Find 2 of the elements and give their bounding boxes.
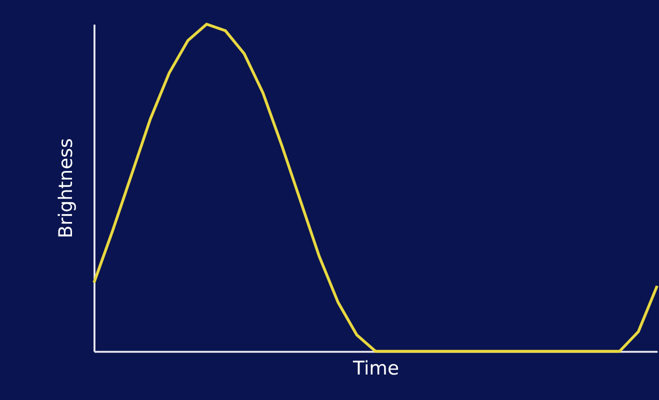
y-axis-title: Brightness [56, 138, 77, 238]
x-axis-title: Time [352, 358, 400, 380]
